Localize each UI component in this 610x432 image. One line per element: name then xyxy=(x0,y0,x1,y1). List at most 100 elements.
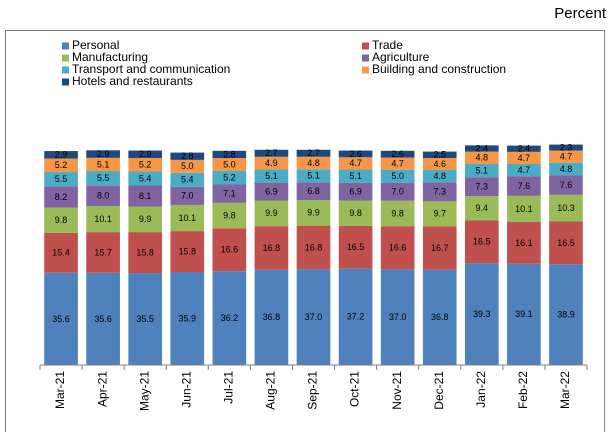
value-label: 5.4 xyxy=(139,173,152,183)
value-label: 16.5 xyxy=(557,238,575,248)
value-label: 2.8 xyxy=(181,151,194,161)
value-label: 2.5 xyxy=(433,150,446,160)
value-label: 9.8 xyxy=(55,215,68,225)
value-label: 6.8 xyxy=(307,186,320,196)
bar-segment xyxy=(380,269,415,365)
value-label: 16.1 xyxy=(515,238,533,248)
value-label: 5.1 xyxy=(265,171,278,181)
bar-segment xyxy=(44,207,78,233)
legend-label: Hotels and restaurants xyxy=(72,74,193,88)
bar-segment xyxy=(464,196,499,221)
bar-segment xyxy=(128,150,163,159)
value-label: 10.1 xyxy=(94,214,112,224)
value-label: 4.8 xyxy=(307,158,320,168)
value-label: 15.8 xyxy=(179,246,197,256)
value-label: 4.8 xyxy=(433,171,446,181)
value-label: 4.8 xyxy=(560,164,573,174)
bar-segment xyxy=(296,269,331,365)
value-label: 2.7 xyxy=(307,148,320,158)
bar-segment xyxy=(338,225,373,269)
value-label: 16.6 xyxy=(389,243,407,253)
bar-segment xyxy=(86,150,120,158)
bar-segment xyxy=(422,201,457,227)
bar-segment xyxy=(254,226,289,270)
bar-segment xyxy=(464,145,499,152)
bar-segment xyxy=(296,149,331,157)
value-label: 4.9 xyxy=(265,158,278,168)
bar-segment xyxy=(170,186,205,205)
bar-segment xyxy=(44,151,78,159)
value-label: 2.9 xyxy=(139,149,152,159)
bar-segment xyxy=(549,194,583,222)
value-label: 5.5 xyxy=(55,174,68,184)
bar-segment xyxy=(338,169,373,183)
x-tick-label: Oct-21 xyxy=(348,371,362,407)
value-label: 35.5 xyxy=(136,314,154,324)
x-tick-label: Jun-21 xyxy=(179,371,193,408)
bar-segment xyxy=(338,150,373,158)
bar-segment xyxy=(549,221,583,265)
value-label: 2.9 xyxy=(55,150,68,160)
bar-segment xyxy=(507,151,541,165)
value-label: 5.0 xyxy=(181,161,194,171)
unit-label: Percent xyxy=(554,5,607,22)
value-label: 38.9 xyxy=(557,309,575,319)
value-label: 9.9 xyxy=(139,214,152,224)
value-label: 4.7 xyxy=(349,158,362,168)
bar-segment xyxy=(380,169,415,183)
bar-segment xyxy=(507,263,541,365)
bar-segment xyxy=(254,169,289,183)
legend-label: Agriculture xyxy=(372,50,430,64)
value-label: 15.8 xyxy=(136,247,154,257)
bar-segment xyxy=(380,157,415,170)
value-label: 8.1 xyxy=(139,191,152,201)
bar-segment xyxy=(296,225,331,270)
bar-segment xyxy=(422,169,457,183)
value-label: 35.6 xyxy=(94,314,112,324)
x-tick-label: Aug-21 xyxy=(264,371,278,410)
bar-segment xyxy=(212,228,247,272)
bar-segment xyxy=(44,186,78,208)
bar-segment xyxy=(380,200,415,227)
bar-segment xyxy=(464,151,499,165)
bar-segment xyxy=(507,195,541,223)
bar-segment xyxy=(507,176,541,196)
bar-segment xyxy=(212,202,247,229)
value-label: 5.5 xyxy=(97,173,110,183)
value-label: 16.5 xyxy=(347,242,365,252)
value-label: 10.1 xyxy=(515,204,533,214)
bar-segment xyxy=(170,152,205,160)
value-label: 7.0 xyxy=(181,191,194,201)
bar-segment xyxy=(254,200,289,227)
bar-segment xyxy=(422,182,457,202)
bar-segment xyxy=(380,182,415,201)
legend-label: Trade xyxy=(372,38,403,52)
bar-segment xyxy=(86,205,120,233)
value-label: 37.2 xyxy=(347,312,365,322)
bar-segment xyxy=(170,172,205,187)
x-tick-label: Feb-22 xyxy=(516,371,530,409)
bar-segment xyxy=(254,156,289,170)
value-label: 9.8 xyxy=(223,210,236,220)
value-label: 2.4 xyxy=(518,144,531,154)
x-tick-label: Jul-21 xyxy=(222,371,236,404)
bar-segment xyxy=(86,171,120,186)
legend-swatch xyxy=(62,42,69,50)
bar-segment xyxy=(128,185,163,207)
value-label: 9.8 xyxy=(349,208,362,218)
value-label: 36.2 xyxy=(221,313,239,323)
bar-segment xyxy=(212,184,247,203)
legend-label: Transport and communication xyxy=(72,62,230,76)
value-label: 6.9 xyxy=(265,186,278,196)
bar-segment xyxy=(422,158,457,170)
bar-segment xyxy=(549,162,583,176)
bar-segment xyxy=(86,185,120,206)
value-label: 7.0 xyxy=(391,187,404,197)
value-label: 10.1 xyxy=(179,213,197,223)
bar-segment xyxy=(128,273,163,365)
value-label: 16.6 xyxy=(221,245,239,255)
bar-segment xyxy=(422,151,457,159)
bar-segment xyxy=(86,272,120,365)
bar-segment xyxy=(549,144,583,151)
